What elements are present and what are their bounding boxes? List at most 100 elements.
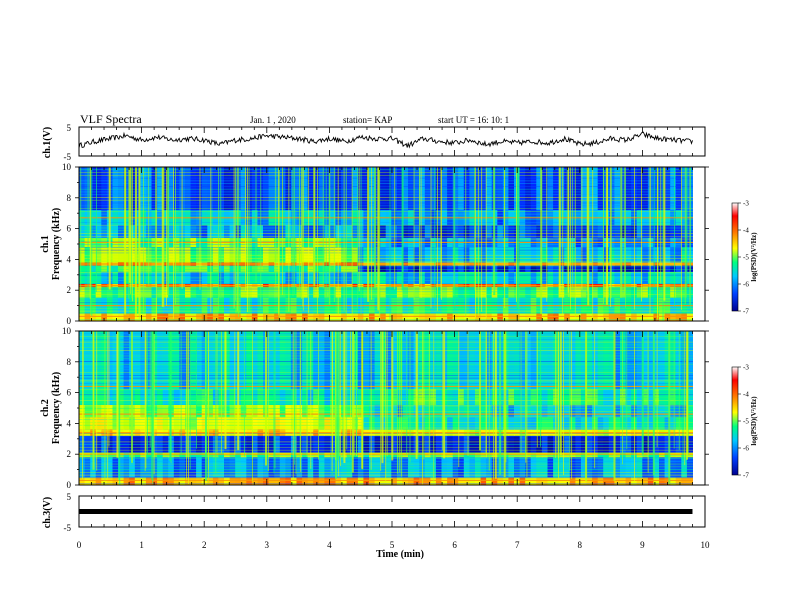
psd-cell — [620, 435, 627, 453]
psd-cell — [123, 225, 130, 238]
psd-cell — [592, 477, 599, 485]
ch1-spectrogram-panel: 0 2 4 6 8 10 ch.1Frequency (kHz) — [40, 162, 709, 326]
psd-cell — [79, 167, 86, 211]
psd-cell — [530, 167, 537, 211]
psd-cell — [268, 167, 275, 211]
psd-cell — [642, 247, 649, 263]
psd-cell — [592, 265, 599, 272]
psd-cell — [664, 457, 671, 478]
psd-cell — [530, 247, 537, 263]
spectrogram-image — [79, 331, 693, 485]
psd-cell — [268, 417, 275, 430]
psd-cell — [257, 457, 264, 478]
psd-cell — [118, 417, 125, 430]
psd-cell — [435, 225, 443, 238]
psd-cell — [519, 247, 526, 263]
psd-cell — [79, 247, 86, 263]
psd-cell — [642, 452, 649, 458]
psd-cell — [318, 247, 325, 263]
psd-cell — [162, 167, 169, 211]
psd-cell — [296, 287, 303, 298]
psd-cell — [145, 417, 153, 430]
psd-cell — [118, 167, 125, 211]
psd-cell — [402, 167, 409, 211]
psd-cell — [592, 287, 599, 298]
psd-cell — [558, 265, 565, 272]
psd-cell — [95, 265, 102, 272]
psd-cell — [212, 287, 220, 298]
psd-cell — [659, 477, 666, 485]
psd-cell — [341, 457, 348, 478]
psd-cell — [475, 477, 482, 485]
psd-cell — [302, 457, 309, 478]
psd-cell — [525, 167, 532, 211]
psd-cell — [620, 265, 627, 272]
psd-cell — [274, 167, 281, 211]
psd-cell — [642, 265, 649, 272]
psd-cell — [408, 167, 415, 211]
psd-cell — [112, 452, 119, 458]
psd-cell — [157, 477, 164, 485]
psd-cell — [229, 265, 236, 272]
psd-cell — [514, 417, 521, 430]
psd-cell — [491, 452, 498, 458]
psd-cell — [525, 417, 532, 430]
psd-cell — [625, 313, 632, 321]
psd-cell — [592, 417, 599, 430]
psd-cell — [547, 265, 554, 272]
psd-cell — [402, 247, 409, 263]
psd-cell — [207, 225, 214, 238]
psd-cell — [402, 331, 409, 390]
psd-cell — [413, 265, 420, 272]
psd-cell — [480, 331, 487, 390]
psd-cell — [207, 457, 214, 478]
psd-cell — [385, 457, 392, 478]
psd-cell — [408, 331, 415, 390]
psd-cell — [625, 435, 632, 453]
psd-cell — [597, 287, 604, 298]
psd-cell — [396, 167, 404, 211]
psd-cell — [647, 167, 655, 211]
psd-cell — [553, 265, 560, 272]
psd-cell — [162, 265, 169, 272]
psd-cell — [363, 331, 370, 390]
psd-cell — [385, 477, 392, 485]
psd-cell — [207, 167, 214, 211]
y-axis-label: ch.3(V) — [42, 497, 53, 528]
psd-cell — [185, 313, 192, 321]
psd-cell — [553, 417, 560, 430]
psd-cell — [608, 452, 615, 458]
psd-cell — [625, 265, 632, 272]
psd-cell — [168, 247, 175, 263]
psd-cell — [224, 417, 231, 430]
psd-cell — [84, 477, 91, 485]
psd-cell — [419, 265, 426, 272]
x-tick-label: 4 — [327, 540, 332, 550]
psd-cell — [140, 452, 147, 458]
psd-cell — [519, 313, 526, 321]
psd-cell — [486, 313, 493, 321]
psd-cell — [475, 313, 482, 321]
psd-cell — [452, 417, 459, 430]
psd-cell — [413, 313, 420, 321]
psd-cell — [118, 435, 125, 453]
psd-cell — [519, 225, 526, 238]
psd-cell — [380, 477, 387, 485]
psd-cell — [251, 457, 259, 478]
psd-cell — [391, 287, 398, 298]
psd-cell — [402, 265, 409, 272]
psd-cell — [647, 477, 655, 485]
psd-cell — [90, 265, 97, 272]
psd-cell — [435, 457, 443, 478]
psd-cell — [218, 313, 225, 321]
psd-cell — [363, 225, 370, 238]
psd-cell — [357, 435, 365, 453]
psd-cell — [564, 457, 571, 478]
psd-cell — [313, 452, 320, 458]
psd-cell — [396, 247, 404, 263]
psd-cell — [235, 457, 242, 478]
psd-cell — [636, 247, 643, 263]
psd-cell — [84, 417, 91, 430]
psd-cell — [324, 331, 331, 390]
psd-cell — [636, 167, 643, 211]
